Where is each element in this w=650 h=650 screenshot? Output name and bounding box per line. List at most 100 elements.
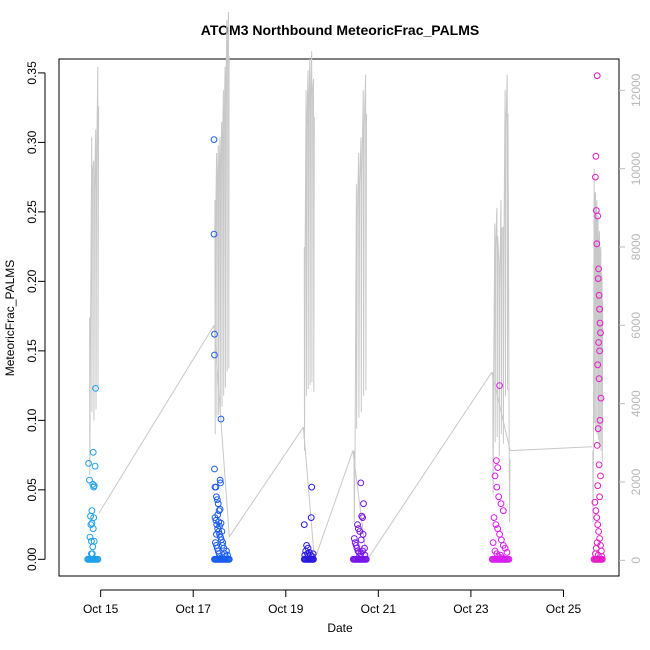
data-point [593,72,601,80]
data-point [362,555,370,563]
data-point [491,472,499,480]
data-point [305,553,312,560]
data-point [594,521,602,528]
y2-tick-label: 8000 [629,233,643,260]
x-tick-label: Oct 21 [361,602,397,616]
data-point [88,507,96,515]
data-point [211,351,218,359]
altitude-trace [492,74,511,523]
data-point [592,152,600,160]
data-point [492,521,500,528]
transit-line [352,450,368,561]
y-axis: 0.00 0.05 0.10 0.15 0.20 0.25 0.30 0.35 [25,61,46,571]
data-point [596,305,603,313]
data-point [217,479,224,487]
transit-line [98,325,215,514]
y-tick-label: 0.25 [25,200,39,224]
data-point [490,514,498,521]
y-tick-label: 0.20 [25,269,39,293]
data-point [213,493,220,501]
y-tick-label: 0.00 [25,547,39,571]
data-point [496,382,504,390]
data-point [88,550,96,558]
data-point [212,483,220,491]
y2-axis: 0 2000 4000 6000 8000 10000 12000 [619,73,643,564]
data-point [223,547,230,555]
data-point [357,479,365,487]
data-point [494,464,502,472]
data-point [358,512,366,520]
data-point [596,416,604,424]
data-point [92,385,99,392]
data-point [361,551,369,559]
data-point [503,549,511,556]
data-point [593,514,601,521]
data-point [593,240,601,248]
data-point [594,425,602,433]
data-point [217,519,225,527]
transit-line [302,427,315,561]
altitude-trace [214,11,230,435]
data-point [214,500,222,508]
data-point [593,442,601,449]
data-point [595,265,602,273]
y-tick-label: 0.05 [25,478,39,502]
data-point [213,496,221,504]
transit-line [313,450,354,561]
y2-tick-label: 12000 [629,73,643,107]
data-point [493,483,501,491]
data-point [596,347,603,355]
data-point [214,511,222,519]
data-point [594,482,602,490]
data-point [213,530,220,538]
data-point [218,528,226,535]
x-axis-label: Date [327,621,353,635]
data-point [594,361,602,369]
altitude-trace [353,74,367,523]
data-point [496,530,504,538]
data-point [350,535,358,542]
transit-line [491,372,511,451]
data-point [361,544,368,552]
data-point [91,462,99,470]
x-axis: Oct 15 Oct 17 Oct 19 Oct 21 Oct 23 Oct 25 [83,589,581,616]
data-point [596,319,604,327]
altitude-line-layer [89,11,604,561]
data-point [90,514,98,521]
data-point [493,457,500,465]
data-point [216,476,224,484]
transit-line [510,446,593,452]
data-point [89,448,97,456]
data-point [591,498,599,506]
x-tick-label: Oct 23 [453,602,489,616]
data-point [497,500,505,508]
data-point [595,461,603,469]
data-point [597,329,604,337]
transit-line [366,372,493,561]
transit-line [213,325,230,537]
y-tick-label: 0.15 [25,339,39,363]
data-point [210,230,218,238]
data-point [498,536,505,544]
data-point [89,543,97,551]
data-point [85,460,92,467]
y2-tick-label: 0 [629,557,643,564]
x-tick-label: Oct 17 [176,602,212,616]
data-point [215,507,223,515]
data-point [594,212,602,220]
data-point [216,505,224,513]
data-point [499,507,507,515]
data-point [595,291,603,299]
data-point [360,500,367,508]
data-point [592,507,600,515]
data-point [211,465,218,473]
transit-line [228,426,304,538]
data-point [355,549,363,556]
y-axis-label: MeteoricFrac_PALMS [3,260,17,376]
data-point [357,536,365,544]
data-point [219,542,226,549]
y-tick-label: 0.35 [25,61,39,85]
data-point [359,514,367,521]
data-point [217,415,225,423]
